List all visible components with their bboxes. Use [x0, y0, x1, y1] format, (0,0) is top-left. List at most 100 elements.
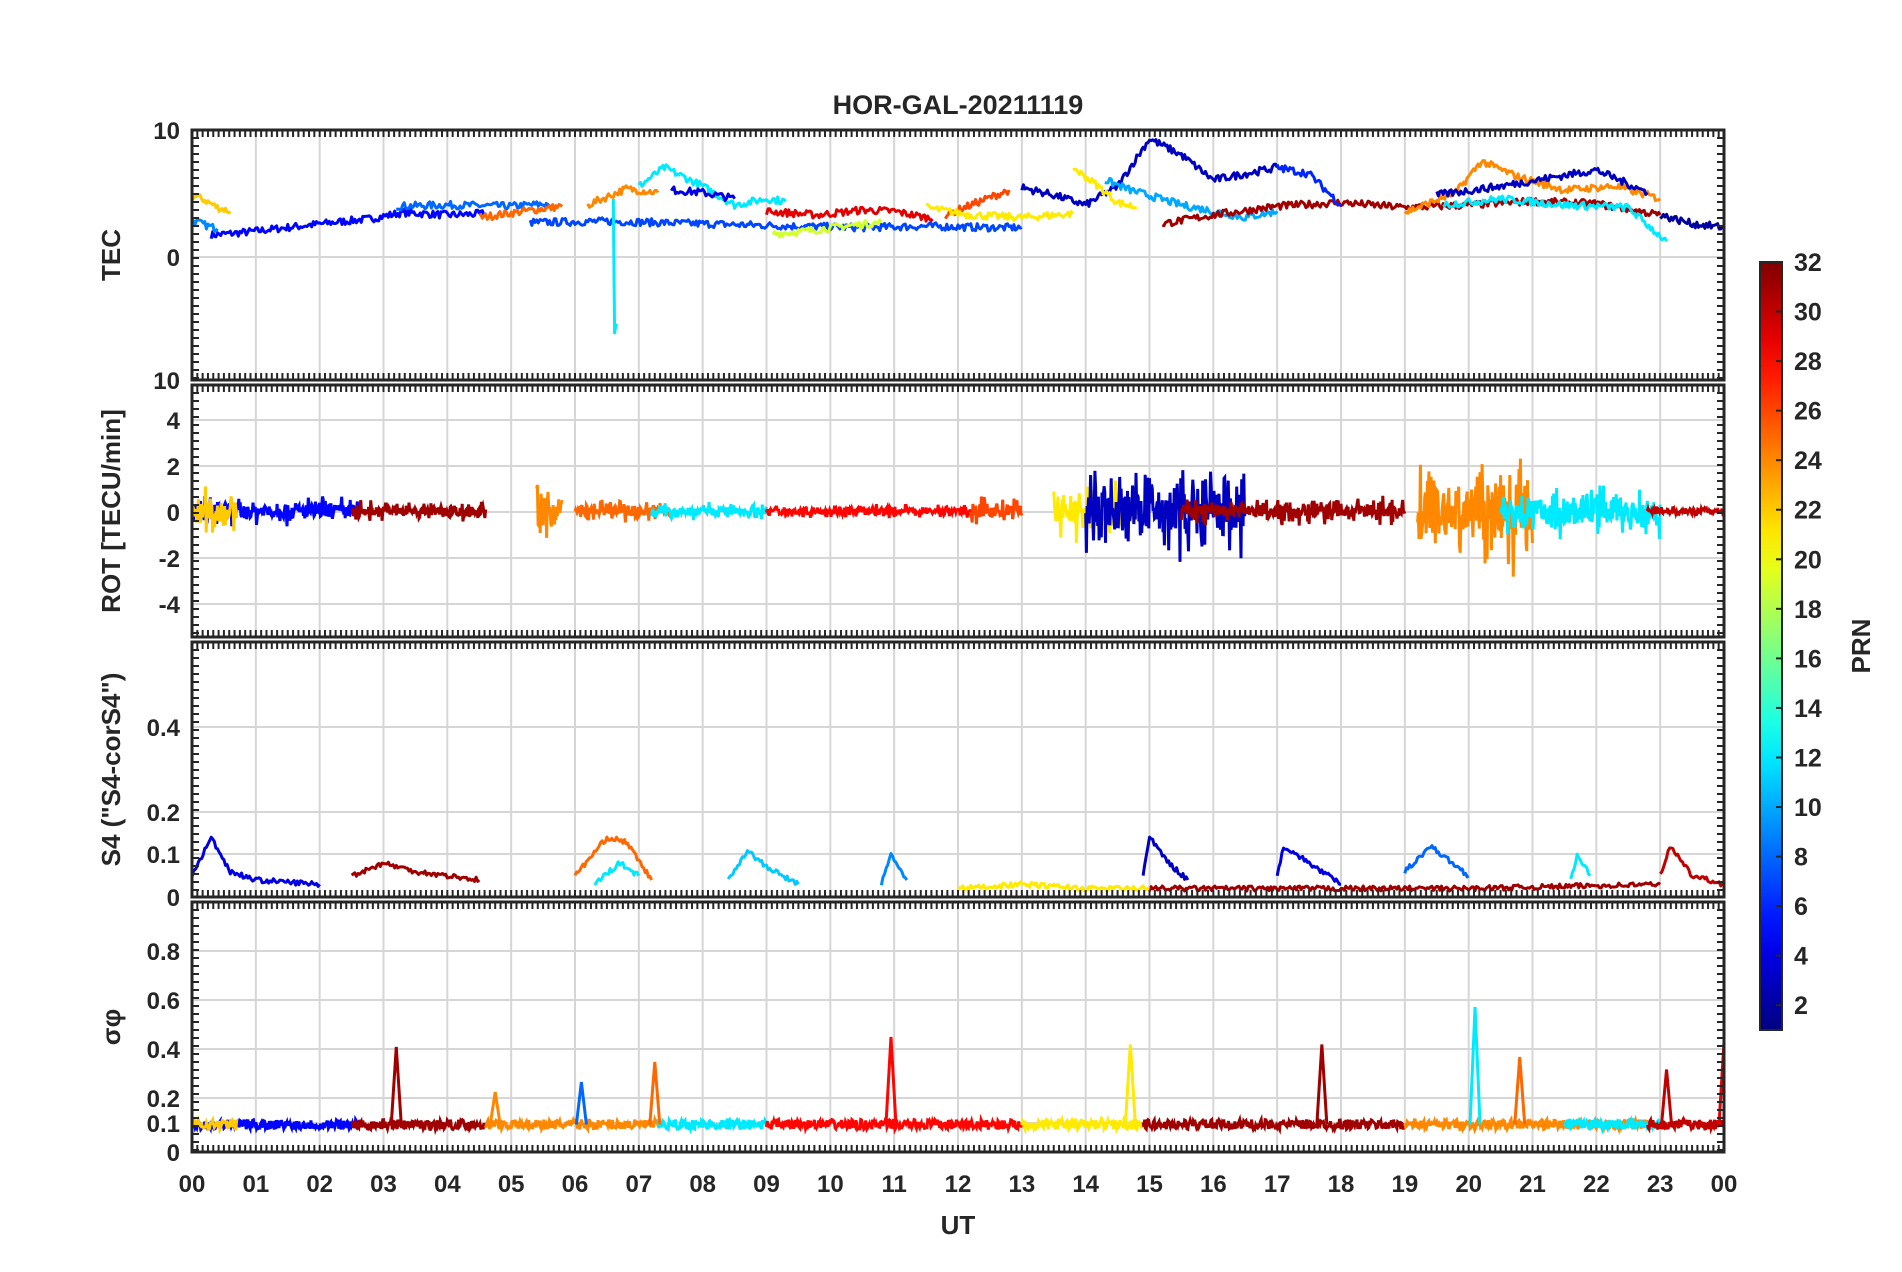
series-line-prn-4 — [1275, 846, 1341, 886]
y-tick-label: 0.8 — [147, 939, 180, 966]
colorbar-tick-label: 18 — [1794, 596, 1822, 624]
spike-prn-31 — [1315, 1044, 1329, 1125]
y-tick-label: 0 — [167, 1140, 180, 1167]
y-tick-label: 0.4 — [147, 715, 181, 742]
series-line-prn-31 — [1141, 1113, 1406, 1135]
series-group — [192, 458, 1724, 577]
series-line-prn-25 — [573, 835, 653, 881]
x-tick-label: 03 — [370, 1171, 397, 1198]
colorbar-tick-label: 8 — [1794, 844, 1808, 872]
x-tick-label: 01 — [242, 1171, 269, 1198]
y-tick-label: 0.1 — [147, 842, 180, 869]
x-tick-label: 10 — [817, 1171, 844, 1198]
series-line-prn-31 — [1179, 495, 1407, 526]
y-tick-label: 10 — [153, 118, 180, 145]
series-line-prn-3 — [1435, 166, 1649, 198]
x-tick-label: 21 — [1519, 1171, 1546, 1198]
colorbar-tick-label: 22 — [1794, 497, 1822, 525]
y-tick-label: 4 — [167, 408, 181, 435]
series-line-prn-11 — [726, 849, 800, 886]
series-line-prn-30 — [1645, 1115, 1724, 1135]
series-line-prn-24 — [535, 484, 564, 538]
x-tick-label: 12 — [945, 1171, 972, 1198]
series-line-prn-30 — [1645, 503, 1724, 520]
colorbar-tick-label: 4 — [1794, 943, 1808, 971]
y-axis-label: TEC — [96, 229, 126, 281]
series-line-prn-31 — [1148, 881, 1661, 893]
series-line-prn-2 — [1659, 212, 1724, 231]
series-line-prn-31 — [350, 860, 481, 883]
series-line-prn-24 — [1416, 458, 1534, 577]
x-tick-label: 16 — [1200, 1171, 1227, 1198]
series-line-prn-9 — [192, 217, 219, 233]
x-tick-label: 14 — [1072, 1171, 1099, 1198]
x-tick-label: 17 — [1264, 1171, 1291, 1198]
x-tick-label: 20 — [1455, 1171, 1482, 1198]
colorbar-tick-label: 12 — [1794, 744, 1822, 772]
x-tick-label: 22 — [1583, 1171, 1610, 1198]
y-axis-label: S4 ("S4-corS4") — [96, 673, 126, 867]
y-tick-label: 0 — [167, 245, 180, 272]
x-axis-label: UT — [941, 1210, 976, 1240]
spike-prn-8 — [574, 1081, 588, 1125]
series-line-prn-6 — [1275, 163, 1342, 207]
x-tick-label: 23 — [1647, 1171, 1674, 1198]
series-line-prn-3 — [1020, 138, 1279, 208]
series-line-prn-12 — [650, 500, 768, 523]
series-line-prn-12 — [593, 860, 641, 886]
series-line-prn-30 — [1659, 846, 1724, 888]
series-line-prn-12 — [1563, 1115, 1662, 1136]
series-line-prn-31 — [350, 499, 488, 524]
colorbar-tick-label: 14 — [1794, 695, 1822, 723]
y-tick-label: 0 — [167, 500, 180, 527]
y-axis-label: σφ — [96, 1009, 126, 1045]
spike-prn-30 — [1660, 1069, 1674, 1125]
colorbar-tick-label: 24 — [1794, 447, 1822, 475]
series-line-prn-12 — [1442, 194, 1668, 242]
spike-prn-29 — [1717, 1041, 1724, 1125]
x-tick-label: 18 — [1328, 1171, 1355, 1198]
series-line-prn-4 — [670, 185, 736, 203]
colorbar-tick-label: 28 — [1794, 348, 1822, 376]
y-axis-label: ROT [TECU/min] — [96, 409, 126, 613]
series-line-prn-28 — [765, 501, 973, 520]
series-line-prn-4 — [192, 835, 321, 888]
x-tick-label: 09 — [753, 1171, 780, 1198]
x-tick-label: 19 — [1391, 1171, 1418, 1198]
colorbar-tick-label: 16 — [1794, 645, 1822, 673]
series-group — [192, 1006, 1724, 1136]
colorbar-label: PRN — [1846, 619, 1876, 674]
spike-prn-12 — [1468, 1006, 1482, 1125]
series-line-prn-21 — [1020, 1114, 1145, 1136]
colorbar-tick-label: 32 — [1794, 249, 1822, 277]
colorbar-tick-label: 26 — [1794, 398, 1822, 426]
series-line-prn-21 — [925, 202, 1075, 223]
x-tick-label: 04 — [434, 1171, 461, 1198]
colorbar-tick-label: 10 — [1794, 794, 1822, 822]
spike-prn-25 — [1513, 1056, 1527, 1125]
x-tick-label: 07 — [625, 1171, 652, 1198]
series-line-prn-22 — [192, 193, 232, 215]
y-tick-label: 0 — [167, 885, 180, 912]
series-line-prn-28 — [765, 1113, 1024, 1135]
x-tick-label: 15 — [1136, 1171, 1163, 1198]
x-tick-label: 06 — [562, 1171, 589, 1198]
colorbar-tick-label: 20 — [1794, 546, 1822, 574]
series-line-prn-22 — [192, 486, 239, 533]
series-line-prn-10 — [1104, 176, 1279, 222]
spike-prn-25 — [648, 1061, 662, 1125]
series-line-prn-21 — [1072, 167, 1137, 210]
x-tick-label: 00 — [179, 1171, 206, 1198]
y-tick-label: 0.2 — [147, 1086, 180, 1113]
x-tick-label: 05 — [498, 1171, 525, 1198]
x-tick-label: 13 — [1008, 1171, 1035, 1198]
spike-prn-28 — [884, 1036, 898, 1125]
spike-prn-21 — [1123, 1044, 1137, 1125]
y-tick-label: 2 — [167, 454, 180, 481]
panel-3: 0.4 0.2 0.1 0 S4 ("S4-corS4") — [96, 640, 1726, 912]
spike-prn-24 — [488, 1091, 502, 1125]
series-line-prn-12 — [1499, 485, 1662, 540]
